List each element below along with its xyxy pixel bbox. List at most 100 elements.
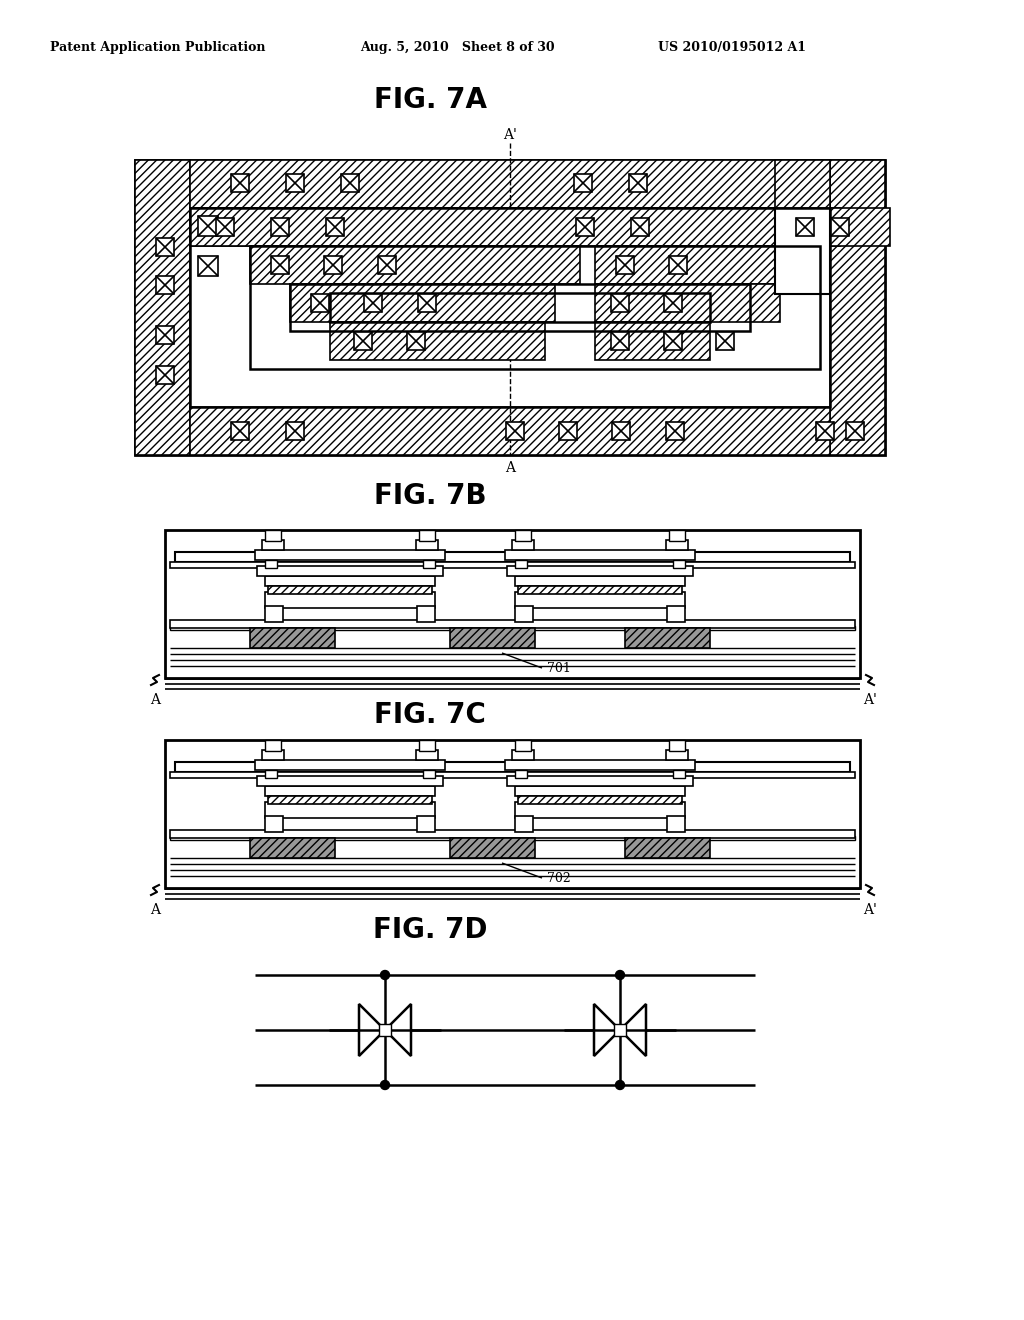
Bar	[611, 294, 629, 312]
Bar	[326, 218, 344, 236]
Bar	[190, 407, 830, 455]
Bar	[341, 174, 359, 191]
Bar	[416, 750, 438, 760]
Circle shape	[615, 1081, 625, 1089]
Bar	[796, 218, 814, 236]
Bar	[257, 566, 443, 576]
Bar	[156, 366, 174, 384]
Bar	[265, 816, 283, 832]
Circle shape	[381, 1081, 389, 1089]
Bar	[198, 256, 218, 276]
Bar	[830, 160, 885, 455]
Bar	[612, 422, 630, 440]
Bar	[595, 284, 780, 322]
Text: FIG. 7C: FIG. 7C	[374, 701, 486, 729]
Bar	[775, 160, 830, 209]
Bar	[505, 760, 695, 770]
Text: A': A'	[863, 903, 877, 917]
Bar	[667, 816, 685, 832]
Bar	[286, 422, 304, 440]
Text: Patent Application Publication: Patent Application Publication	[50, 41, 265, 54]
Bar	[250, 246, 580, 284]
Text: FIG. 7B: FIG. 7B	[374, 482, 486, 510]
Bar	[407, 333, 425, 350]
Bar	[417, 606, 435, 622]
Text: FIG. 7A: FIG. 7A	[374, 86, 486, 114]
Bar	[565, 209, 840, 246]
Bar	[311, 294, 329, 312]
Bar	[265, 606, 283, 622]
Bar	[515, 606, 534, 622]
Text: A: A	[150, 903, 160, 917]
Bar	[666, 422, 684, 440]
Text: A: A	[505, 461, 515, 475]
Bar	[262, 540, 284, 550]
Text: A: A	[150, 693, 160, 708]
Bar	[265, 591, 435, 609]
Bar	[506, 422, 524, 440]
Bar	[290, 284, 555, 322]
Bar	[190, 160, 830, 209]
Bar	[673, 770, 685, 777]
Text: FIG. 7D: FIG. 7D	[373, 916, 487, 944]
Bar	[156, 326, 174, 345]
Bar	[156, 276, 174, 294]
Bar	[231, 174, 249, 191]
Bar	[165, 741, 860, 888]
Bar	[666, 540, 688, 550]
Bar	[507, 776, 693, 785]
Bar	[629, 174, 647, 191]
Bar	[631, 218, 649, 236]
Bar	[417, 816, 435, 832]
Bar	[515, 560, 527, 568]
Bar	[423, 770, 435, 777]
Bar	[625, 628, 710, 648]
Bar	[378, 256, 396, 275]
Bar	[559, 422, 577, 440]
Bar	[198, 216, 218, 236]
Bar	[265, 770, 278, 777]
Bar	[265, 576, 435, 586]
Bar	[846, 422, 864, 440]
Bar	[574, 174, 592, 191]
Bar	[673, 560, 685, 568]
Text: A': A'	[503, 128, 517, 143]
Bar	[135, 160, 885, 455]
Bar	[165, 531, 860, 678]
Bar	[775, 209, 830, 294]
Bar	[669, 531, 685, 541]
Bar	[324, 256, 342, 275]
Bar	[250, 246, 820, 370]
Bar	[450, 628, 535, 648]
Bar	[268, 796, 432, 804]
Bar	[216, 218, 234, 236]
Bar	[666, 750, 688, 760]
Bar	[518, 586, 682, 594]
Bar	[379, 1024, 391, 1036]
Bar	[170, 620, 855, 628]
Bar	[664, 333, 682, 350]
Bar	[505, 550, 695, 560]
Bar	[364, 294, 382, 312]
Bar	[170, 830, 855, 838]
Bar	[515, 741, 531, 751]
Bar	[595, 246, 820, 284]
Bar	[780, 209, 890, 246]
Bar	[250, 838, 335, 858]
Bar	[250, 628, 335, 648]
Bar	[262, 750, 284, 760]
Bar	[625, 838, 710, 858]
Bar	[515, 576, 685, 586]
Circle shape	[381, 970, 389, 979]
Bar	[507, 566, 693, 576]
Bar	[669, 256, 687, 275]
Bar	[515, 785, 685, 796]
Bar	[255, 760, 445, 770]
Bar	[512, 750, 534, 760]
Bar	[831, 218, 849, 236]
Bar	[271, 218, 289, 236]
Bar	[418, 294, 436, 312]
Bar	[575, 218, 594, 236]
Bar	[265, 785, 435, 796]
Bar	[419, 531, 435, 541]
